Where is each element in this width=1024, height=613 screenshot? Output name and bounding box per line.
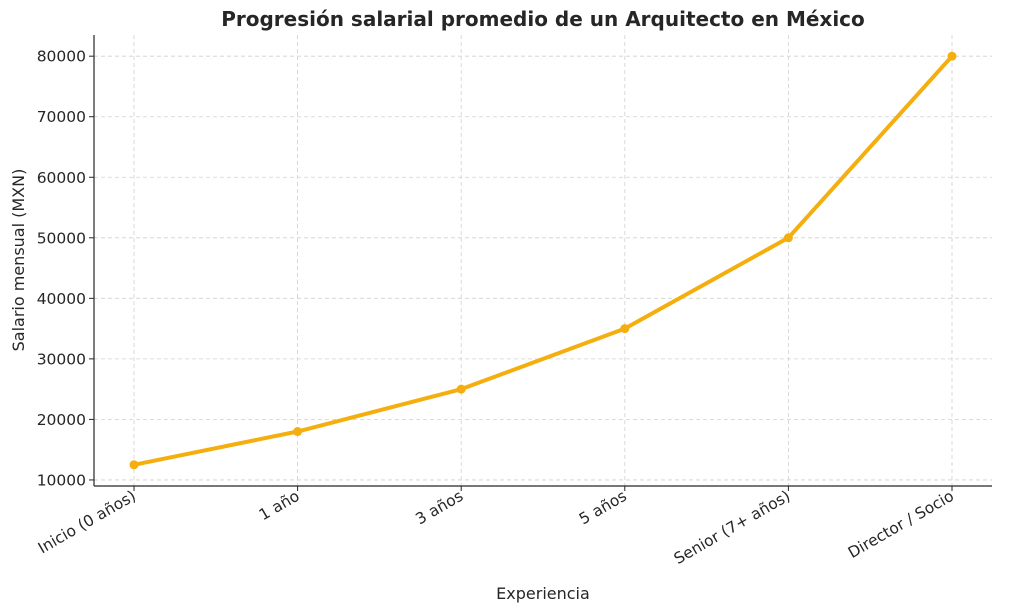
data-point bbox=[783, 233, 793, 243]
x-axis-label: Experiencia bbox=[496, 584, 590, 603]
grid bbox=[94, 35, 992, 486]
y-tick-label: 40000 bbox=[37, 290, 86, 308]
y-tick-label: 60000 bbox=[37, 169, 86, 187]
y-tick-label: 50000 bbox=[37, 229, 86, 247]
series-line bbox=[132, 54, 954, 467]
y-tick-label: 20000 bbox=[37, 411, 86, 429]
data-point bbox=[456, 384, 466, 394]
x-ticks: Inicio (0 años) 1 año 3 años 5 años Senior (… bbox=[35, 486, 957, 568]
x-tick-label: Inicio (0 años) bbox=[35, 487, 139, 557]
y-tick-label: 80000 bbox=[37, 48, 86, 66]
data-point bbox=[947, 51, 957, 61]
chart-title: Progresión salarial promedio de un Arqui… bbox=[221, 7, 865, 31]
data-point bbox=[129, 460, 139, 470]
series bbox=[129, 51, 957, 470]
data-point bbox=[293, 427, 303, 437]
x-tick-label: 1 año bbox=[256, 487, 303, 524]
y-tick-label: 70000 bbox=[37, 108, 86, 126]
y-tick-label: 10000 bbox=[37, 471, 86, 489]
x-tick-label: Senior (7+ años) bbox=[671, 487, 793, 568]
y-ticks: 10000 20000 30000 40000 50000 60000 70000 80000 bbox=[37, 48, 94, 489]
data-point bbox=[620, 324, 630, 334]
x-tick-label: 5 años bbox=[576, 487, 630, 528]
axes bbox=[93, 35, 992, 487]
x-tick-label: Director / Socio bbox=[845, 487, 957, 562]
x-tick-label: 3 años bbox=[412, 487, 466, 528]
y-tick-label: 30000 bbox=[37, 350, 86, 368]
y-axis-label: Salario mensual (MXN) bbox=[9, 169, 28, 352]
